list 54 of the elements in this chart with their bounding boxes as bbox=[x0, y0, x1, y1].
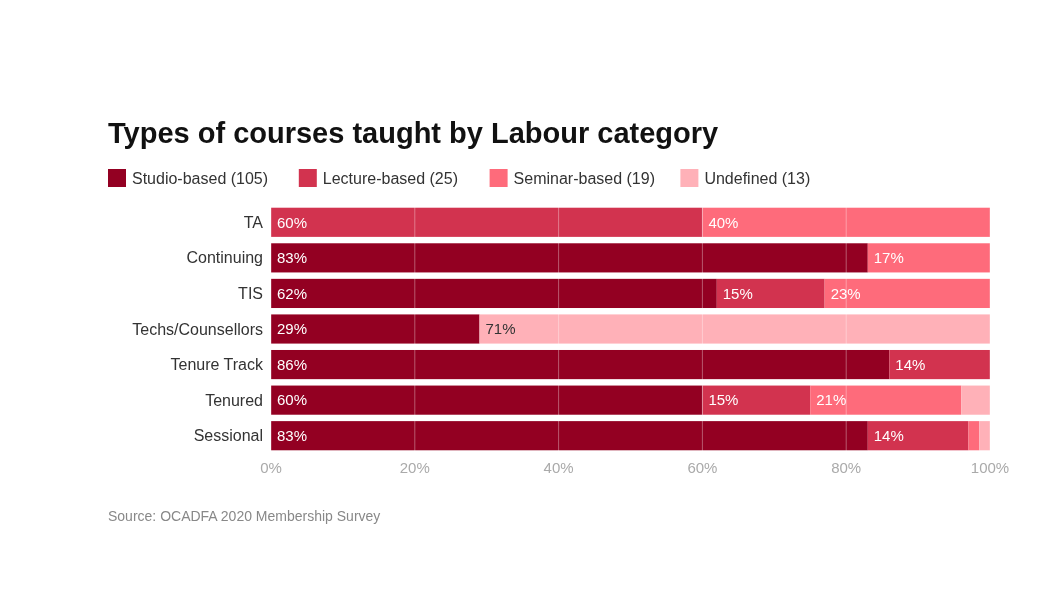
data-label: 71% bbox=[485, 320, 516, 338]
bar bbox=[867, 421, 969, 451]
bar bbox=[810, 385, 962, 415]
y-tick-label: TIS bbox=[238, 285, 263, 303]
data-label: 60% bbox=[277, 391, 308, 409]
data-label: 14% bbox=[873, 426, 904, 444]
bar bbox=[271, 314, 480, 344]
x-tick-label: 40% bbox=[543, 459, 574, 476]
data-label: 62% bbox=[277, 284, 308, 302]
bar bbox=[961, 385, 990, 415]
data-label: 14% bbox=[895, 355, 926, 373]
data-label: 86% bbox=[277, 355, 308, 373]
y-tick-label: Tenured bbox=[205, 391, 263, 409]
source-note: Source: OCADFA 2020 Membership Survey bbox=[108, 508, 381, 524]
y-tick-label: Tenure Track bbox=[170, 356, 264, 374]
legend-label: Seminar-based (19) bbox=[513, 169, 656, 187]
legend-label: Studio-based (105) bbox=[132, 169, 269, 187]
data-label: 15% bbox=[708, 391, 739, 409]
bar bbox=[271, 207, 703, 237]
x-tick-label: 60% bbox=[687, 459, 718, 476]
data-label: 40% bbox=[708, 213, 739, 231]
y-tick-label: Sessional bbox=[193, 427, 263, 445]
y-tick-label: Techs/Counsellors bbox=[132, 320, 263, 338]
data-label: 83% bbox=[277, 426, 308, 444]
data-label: 23% bbox=[830, 284, 861, 302]
x-tick-label: 100% bbox=[970, 459, 1010, 476]
x-tick-label: 20% bbox=[399, 459, 430, 476]
bar bbox=[716, 278, 825, 309]
legend-label: Lecture-based (25) bbox=[322, 169, 458, 187]
bar bbox=[271, 349, 890, 380]
chart-title: Types of courses taught by Labour category bbox=[108, 117, 719, 149]
data-label: 15% bbox=[722, 284, 753, 302]
bar bbox=[702, 207, 990, 237]
data-label: 29% bbox=[277, 320, 308, 338]
bar bbox=[271, 243, 868, 273]
bar bbox=[271, 421, 868, 451]
bar bbox=[479, 314, 990, 344]
bar bbox=[271, 385, 703, 415]
bar bbox=[824, 278, 990, 309]
data-label: 83% bbox=[277, 249, 308, 267]
data-label: 60% bbox=[277, 213, 308, 231]
bar bbox=[702, 385, 811, 415]
x-tick-label: 80% bbox=[831, 459, 862, 476]
y-tick-label: TA bbox=[243, 213, 264, 231]
bar bbox=[889, 349, 990, 380]
data-label: 21% bbox=[816, 391, 847, 409]
bar bbox=[979, 421, 990, 451]
bar bbox=[271, 278, 717, 309]
data-label: 17% bbox=[873, 249, 904, 267]
y-tick-label: Continuing bbox=[186, 249, 263, 267]
x-tick-label: 0% bbox=[260, 459, 282, 476]
legend-label: Undefined (13) bbox=[704, 169, 811, 187]
bar bbox=[968, 421, 980, 451]
bar bbox=[867, 243, 990, 273]
